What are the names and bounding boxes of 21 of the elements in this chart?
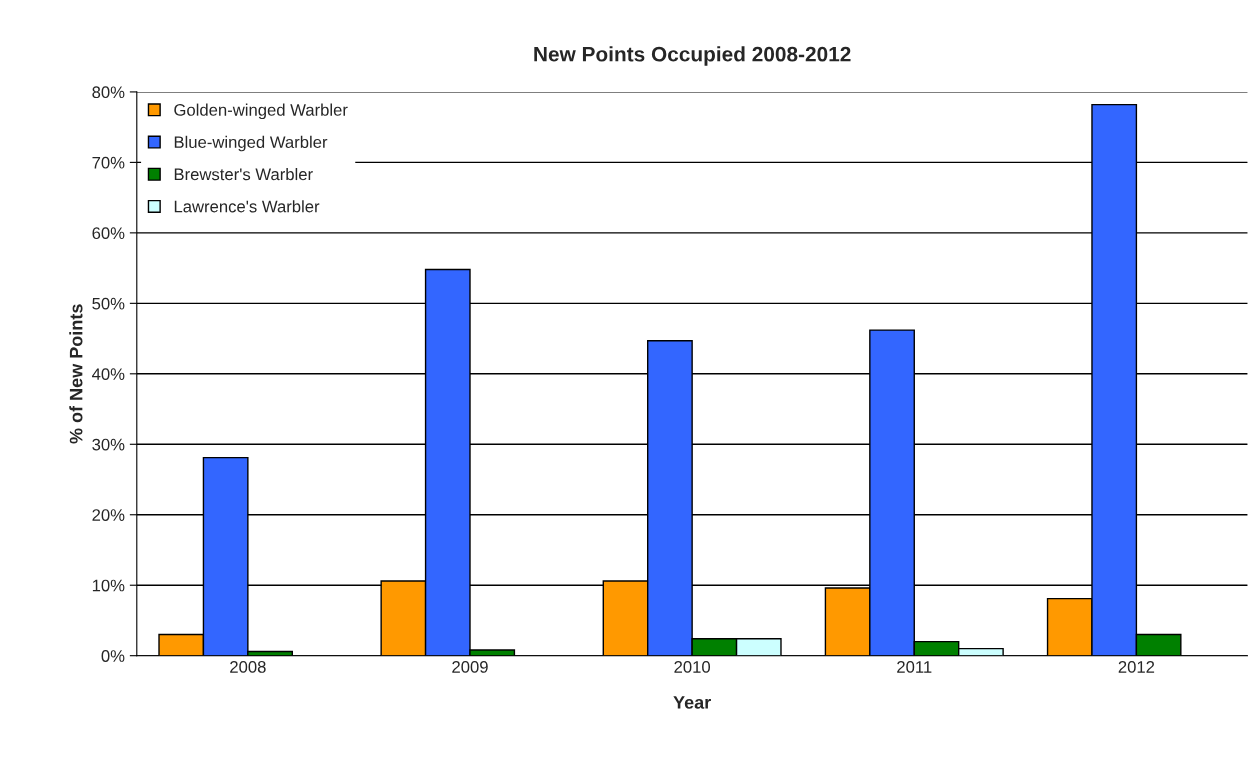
x-tick-label: 2012 [1118, 661, 1155, 673]
legend-label: Blue-winged Warbler [174, 135, 328, 152]
y-tick-label: 40% [92, 368, 125, 381]
y-tick-label: 10% [92, 579, 125, 592]
y-tick-label: 0% [101, 650, 125, 662]
legend-label: Lawrence's Warbler [174, 200, 320, 213]
x-tick-label: 2010 [674, 661, 711, 673]
y-tick-label: 70% [92, 156, 125, 169]
x-axis-title: Year [673, 696, 711, 709]
x-tick-label: 2009 [452, 661, 488, 673]
legend-label: Golden-winged Warbler [174, 103, 348, 120]
x-tick-label: 2011 [897, 661, 932, 673]
y-tick-label: 60% [92, 227, 125, 240]
y-tick-label: 30% [92, 438, 125, 451]
y-axis-title: % of New Points [69, 304, 83, 444]
y-tick-label: 80% [92, 86, 125, 99]
x-tick-label: 2008 [230, 661, 266, 673]
chart-title: New Points Occupied 2008-2012 [534, 46, 851, 66]
y-tick-label: 50% [92, 297, 125, 310]
y-tick-label: 20% [92, 509, 125, 521]
legend-label: Brewster's Warbler [174, 167, 313, 181]
